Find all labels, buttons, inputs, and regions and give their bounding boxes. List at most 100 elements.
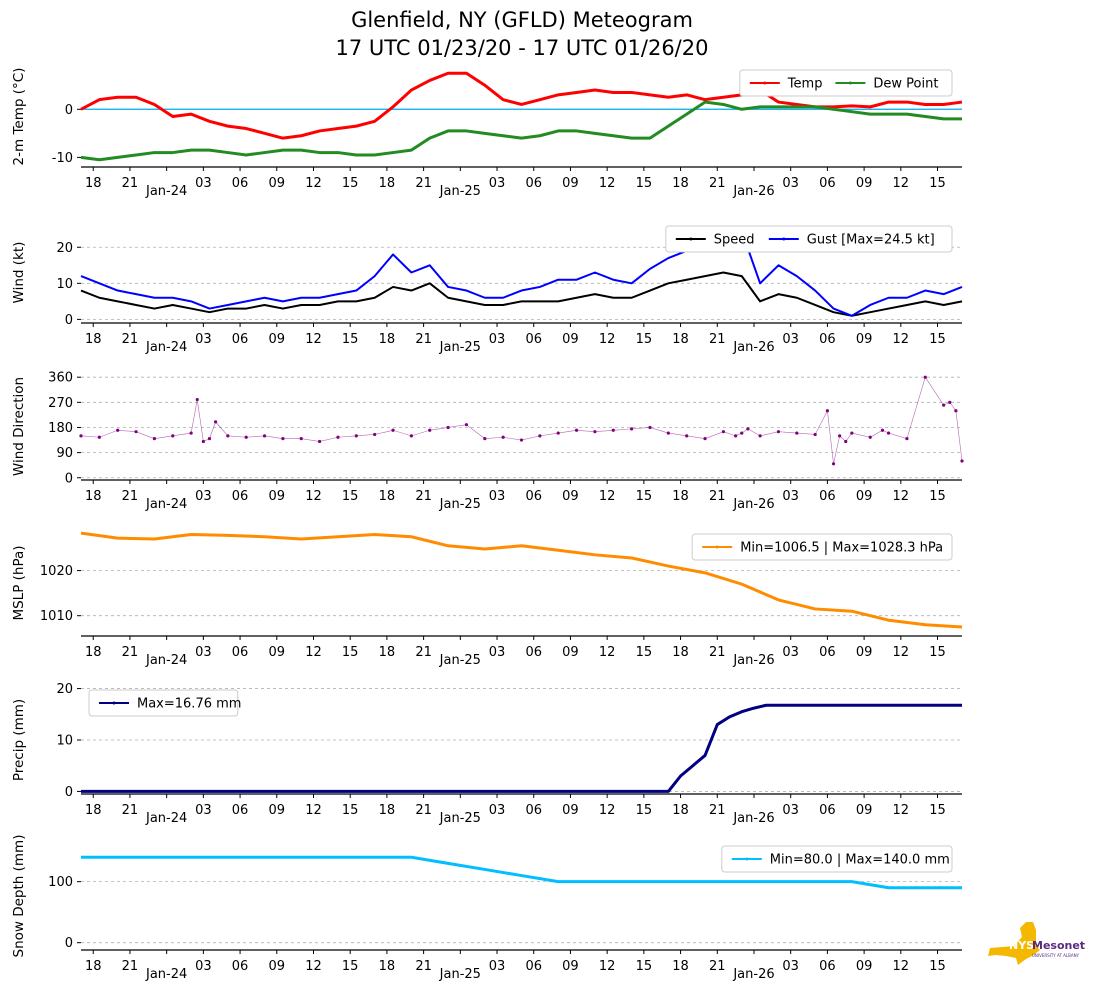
x-date-label: Jan-26: [732, 184, 774, 199]
direction-point: [740, 431, 744, 435]
x-tick-label: 15: [929, 176, 946, 191]
x-tick-label: 18: [672, 332, 689, 347]
direction-point: [868, 435, 872, 439]
direction-point: [373, 432, 377, 437]
x-tick-label: 12: [305, 332, 322, 347]
x-tick-label: 15: [342, 489, 359, 504]
x-date-label: Jan-24: [145, 184, 187, 199]
direction-point: [262, 434, 267, 438]
direction-point: [391, 428, 395, 432]
x-tick-label: 09: [269, 176, 286, 191]
x-tick-label: 03: [195, 803, 212, 818]
x-tick-label: 12: [893, 959, 910, 974]
x-tick-label: 09: [269, 959, 286, 974]
x-tick-label: 21: [415, 489, 432, 504]
x-tick-label: 09: [269, 332, 286, 347]
y-tick-label: 360: [48, 371, 73, 386]
x-tick-label: 09: [562, 489, 579, 504]
legend-label: Gust [Max=24.5 kt]: [807, 233, 935, 248]
x-tick-label: 06: [232, 332, 249, 347]
legend-label: Min=80.0 | Max=140.0 mm: [770, 853, 950, 868]
direction-point: [734, 434, 738, 438]
series-line-1: [80, 100, 962, 162]
y-tick-label: 10: [56, 734, 73, 749]
direction-point: [666, 431, 670, 435]
x-tick-label: 12: [893, 489, 910, 504]
x-date-label: Jan-25: [439, 497, 481, 512]
x-tick-label: 06: [819, 332, 836, 347]
x-tick-label: 21: [415, 803, 432, 818]
x-tick-label: 18: [379, 959, 396, 974]
y-axis-label: Snow Depth (mm): [11, 835, 27, 958]
x-tick-label: 09: [562, 803, 579, 818]
direction-point: [97, 435, 101, 439]
x-tick-label: 06: [232, 959, 249, 974]
x-tick-label: 15: [636, 332, 653, 347]
x-tick-label: 15: [929, 803, 946, 818]
logo-text: NYS: [1009, 939, 1034, 952]
legend-marker: [689, 237, 693, 241]
x-tick-label: 15: [342, 176, 359, 191]
x-date-label: Jan-25: [439, 184, 481, 199]
x-tick-label: 12: [599, 332, 616, 347]
direction-point: [776, 430, 781, 434]
direction-point: [685, 434, 689, 438]
direction-point: [226, 434, 230, 438]
nys-mesonet-logo: NYS Mesonet UNIVERSITY AT ALBANY: [988, 922, 1085, 965]
direction-point: [195, 397, 199, 402]
y-tick-label: 270: [48, 396, 73, 411]
direction-point: [721, 430, 725, 434]
x-tick-label: 18: [379, 645, 396, 660]
direction-point: [116, 428, 120, 432]
x-date-label: Jan-26: [732, 497, 774, 512]
logo-text: Mesonet: [1032, 939, 1085, 952]
y-tick-label: 0: [65, 103, 73, 118]
x-date-label: Jan-25: [439, 340, 481, 355]
direction-point: [152, 437, 157, 441]
x-date-label: Jan-26: [732, 653, 774, 668]
x-date-label: Jan-25: [439, 967, 481, 982]
direction-point: [942, 403, 946, 407]
x-tick-label: 21: [415, 959, 432, 974]
x-tick-label: 06: [232, 803, 249, 818]
x-tick-label: 21: [122, 959, 139, 974]
x-tick-label: 18: [672, 803, 689, 818]
direction-point: [886, 431, 891, 435]
x-tick-label: 15: [929, 645, 946, 660]
legend-label: Temp: [787, 77, 823, 92]
x-tick-label: 12: [893, 332, 910, 347]
x-tick-label: 12: [599, 959, 616, 974]
x-tick-label: 12: [305, 645, 322, 660]
x-tick-label: 06: [525, 176, 542, 191]
x-tick-label: 12: [893, 803, 910, 818]
direction-point: [905, 437, 909, 441]
direction-point: [281, 437, 285, 441]
x-tick-label: 09: [562, 332, 579, 347]
x-tick-label: 03: [195, 332, 212, 347]
x-tick-label: 12: [893, 176, 910, 191]
y-tick-label: 1010: [40, 609, 73, 624]
direction-point: [189, 431, 193, 435]
x-tick-label: 21: [709, 645, 726, 660]
new-york-state-shape-icon: [988, 922, 1040, 965]
direction-trace: [80, 376, 963, 464]
x-tick-label: 21: [709, 959, 726, 974]
x-tick-label: 03: [489, 489, 506, 504]
x-tick-label: 12: [599, 645, 616, 660]
direction-point: [703, 437, 707, 441]
legend-marker: [763, 81, 767, 85]
series-line-0: [81, 703, 962, 793]
x-tick-label: 15: [342, 959, 359, 974]
legend: Speed Gust [Max=24.5 kt]: [665, 225, 953, 253]
x-date-label: Jan-24: [145, 340, 187, 355]
direction-point: [428, 428, 432, 432]
legend-box: [88, 689, 239, 717]
x-tick-label: 21: [415, 645, 432, 660]
x-tick-label: 15: [342, 645, 359, 660]
direction-point: [446, 425, 450, 430]
direction-point: [409, 434, 413, 438]
x-tick-label: 06: [525, 803, 542, 818]
x-tick-label: 15: [342, 803, 359, 818]
